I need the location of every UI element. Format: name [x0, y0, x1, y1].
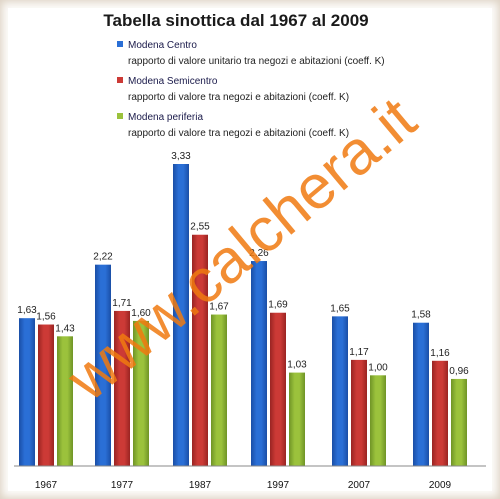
data-label: 1,00 — [368, 362, 388, 373]
x-axis-ticks: 1967 1977 1987 1997 2007 2009 — [35, 480, 452, 491]
legend: Modena Centro rapporto di valore unitario… — [117, 40, 385, 139]
data-label: 2,26 — [249, 248, 269, 259]
legend-series-name: Modena periferia — [128, 112, 203, 123]
data-label: 1,69 — [268, 300, 288, 311]
data-label: 2,55 — [190, 222, 210, 233]
bar-0-1 — [95, 264, 111, 466]
x-tick-label: 1997 — [267, 480, 290, 491]
data-label: 1,71 — [112, 298, 132, 309]
data-label: 1,63 — [17, 305, 37, 316]
bar-2-5 — [451, 378, 467, 466]
data-label: 2,22 — [93, 252, 113, 263]
legend-series-name: Modena Semicentro — [128, 76, 218, 87]
bar-1-1 — [114, 310, 130, 466]
data-label: 1,65 — [330, 303, 350, 314]
x-tick-label: 2007 — [348, 480, 371, 491]
legend-swatch-2 — [117, 113, 123, 119]
data-label: 0,96 — [449, 366, 469, 377]
bar-2-0 — [57, 336, 73, 466]
x-tick-label: 1987 — [189, 480, 212, 491]
x-tick-label: 1977 — [111, 480, 134, 491]
data-label: 1,67 — [209, 302, 229, 313]
legend-series-name: Modena Centro — [128, 40, 197, 51]
data-label: 1,60 — [131, 308, 151, 319]
bar-0-2 — [173, 164, 189, 466]
data-label: 1,56 — [36, 312, 56, 323]
bar-1-2 — [192, 234, 208, 466]
x-tick-label: 2009 — [429, 480, 452, 491]
bar-0-0 — [19, 318, 35, 466]
legend-swatch-1 — [117, 77, 123, 83]
bar-1-4 — [351, 359, 367, 466]
bar-1-3 — [270, 312, 286, 466]
bars-layer — [19, 164, 467, 466]
data-label: 3,33 — [171, 151, 191, 162]
bar-0-3 — [251, 261, 267, 466]
legend-series-description: rapporto di valore tra negozi e abitazio… — [128, 92, 349, 103]
bar-1-0 — [38, 324, 54, 466]
bar-2-2 — [211, 314, 227, 466]
bar-0-4 — [332, 316, 348, 466]
data-label: 1,58 — [411, 310, 431, 321]
chart-title: Tabella sinottica dal 1967 al 2009 — [103, 11, 368, 30]
bar-2-4 — [370, 375, 386, 466]
legend-series-description: rapporto di valore unitario tra negozi e… — [128, 56, 385, 67]
data-label: 1,43 — [55, 323, 75, 334]
bar-2-1 — [133, 320, 149, 466]
bar-1-5 — [432, 360, 448, 466]
data-label: 1,17 — [349, 347, 369, 358]
value-labels-layer: 1,631,561,43 2,22 1,711,60 3,33 2,55 1,67 2,26… — [17, 151, 469, 377]
legend-swatch-0 — [117, 41, 123, 47]
x-tick-label: 1967 — [35, 480, 58, 491]
chart-panel — [8, 8, 492, 491]
bar-2-3 — [289, 372, 305, 466]
data-label: 1,03 — [287, 360, 307, 371]
data-label: 1,16 — [430, 348, 450, 359]
legend-series-description: rapporto di valore tra negozi e abitazio… — [128, 128, 349, 139]
bar-0-5 — [413, 322, 429, 466]
